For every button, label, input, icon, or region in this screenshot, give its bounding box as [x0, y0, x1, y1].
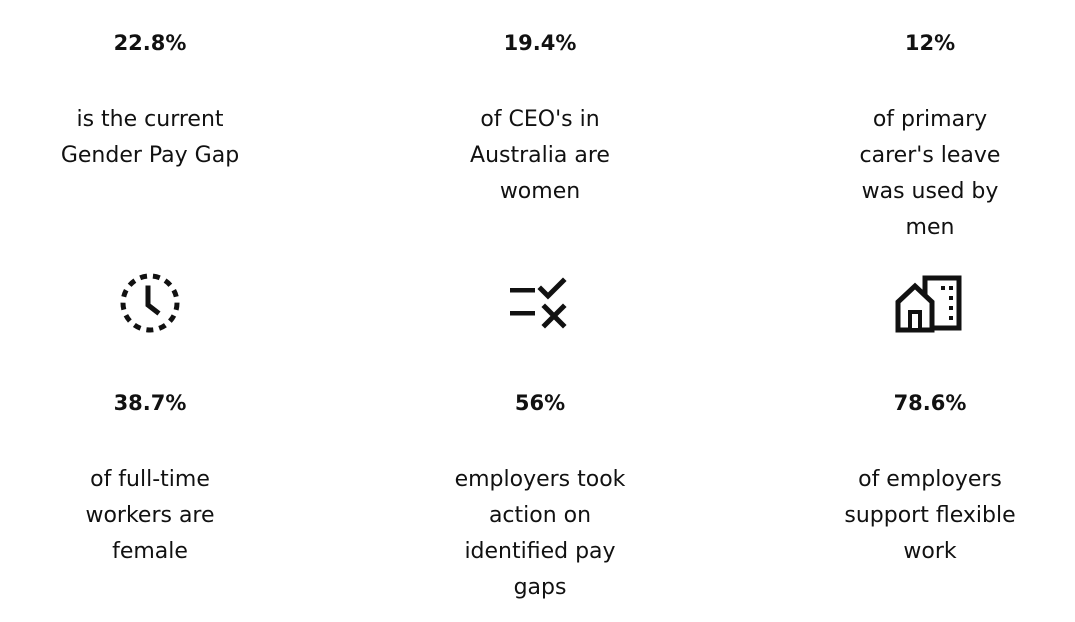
- stat-value: 19.4%: [503, 31, 577, 55]
- stat-value: 22.8%: [113, 31, 187, 55]
- stat-carers-leave-men: 12% of primary carer's leave was used by…: [810, 30, 1050, 246]
- stat-value: 12%: [904, 31, 956, 55]
- stat-value: 78.6%: [893, 391, 967, 415]
- stat-description: is the current Gender Pay Gap: [60, 107, 240, 168]
- stat-value: 38.7%: [113, 391, 187, 415]
- stat-description: of primary carer's leave was used by men: [859, 107, 1001, 240]
- checklist-check-cross-icon: [505, 268, 575, 338]
- stat-description: of CEO's in Australia are women: [470, 107, 610, 204]
- stat-description: employers took action on identified pay …: [454, 467, 626, 600]
- stat-description: of full-time workers are female: [85, 467, 215, 564]
- stat-value: 56%: [514, 391, 566, 415]
- stat-employers-pay-gap-action: 56% employers took action on identified …: [420, 390, 660, 606]
- stat-ceo-women: 19.4% of CEO's in Australia are women: [420, 30, 660, 210]
- house-building-icon: [895, 268, 965, 338]
- stat-description: of employers support flexible work: [844, 467, 1016, 564]
- dashed-clock-icon: [115, 268, 185, 338]
- stat-fulltime-female: 38.7% of full-time workers are female: [30, 390, 270, 570]
- stat-gender-pay-gap: 22.8% is the current Gender Pay Gap: [30, 30, 270, 174]
- stat-flexible-work: 78.6% of employers support flexible work: [810, 390, 1050, 570]
